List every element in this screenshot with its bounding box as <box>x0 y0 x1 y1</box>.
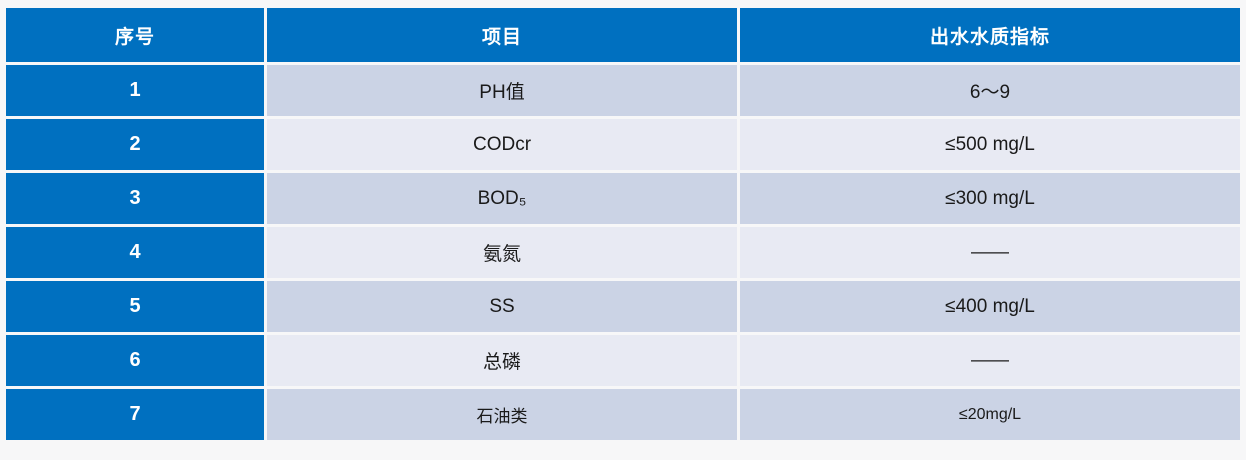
header-row: 序号 项目 出水水质指标 <box>6 8 1240 62</box>
item-cell: PH值 <box>267 65 737 116</box>
value-cell: —— <box>740 335 1240 386</box>
row-index-cell: 7 <box>6 389 264 440</box>
col-header-item: 项目 <box>267 8 737 62</box>
row-index-cell: 5 <box>6 281 264 332</box>
item-cell: BOD₅ <box>267 173 737 224</box>
item-cell: 石油类 <box>267 389 737 440</box>
row-index-cell: 3 <box>6 173 264 224</box>
table-row-2: 2 CODcr ≤500 mg/L <box>6 119 1240 170</box>
table-row-7: 7 石油类 ≤20mg/L <box>6 389 1240 440</box>
row-index-cell: 2 <box>6 119 264 170</box>
table-row-3: 3 BOD₅ ≤300 mg/L <box>6 173 1240 224</box>
value-cell: ≤400 mg/L <box>740 281 1240 332</box>
table-row-5: 5 SS ≤400 mg/L <box>6 281 1240 332</box>
table-row-6: 6 总磷 —— <box>6 335 1240 386</box>
col-header-index: 序号 <box>6 8 264 62</box>
table-row-4: 4 氨氮 —— <box>6 227 1240 278</box>
item-cell: 氨氮 <box>267 227 737 278</box>
col-header-value: 出水水质指标 <box>740 8 1240 62</box>
item-cell: SS <box>267 281 737 332</box>
value-cell: ≤20mg/L <box>740 389 1240 440</box>
item-cell: 总磷 <box>267 335 737 386</box>
item-cell: CODcr <box>267 119 737 170</box>
table-row-1: 1 PH值 6～9 <box>6 65 1240 116</box>
water-quality-table: 序号 项目 出水水质指标 1 PH值 6～9 2 CODcr ≤500 mg/L… <box>3 5 1243 443</box>
row-index-cell: 1 <box>6 65 264 116</box>
value-cell: ≤300 mg/L <box>740 173 1240 224</box>
value-cell: 6～9 <box>740 65 1240 116</box>
value-cell: —— <box>740 227 1240 278</box>
row-index-cell: 6 <box>6 335 264 386</box>
value-cell: ≤500 mg/L <box>740 119 1240 170</box>
row-index-cell: 4 <box>6 227 264 278</box>
